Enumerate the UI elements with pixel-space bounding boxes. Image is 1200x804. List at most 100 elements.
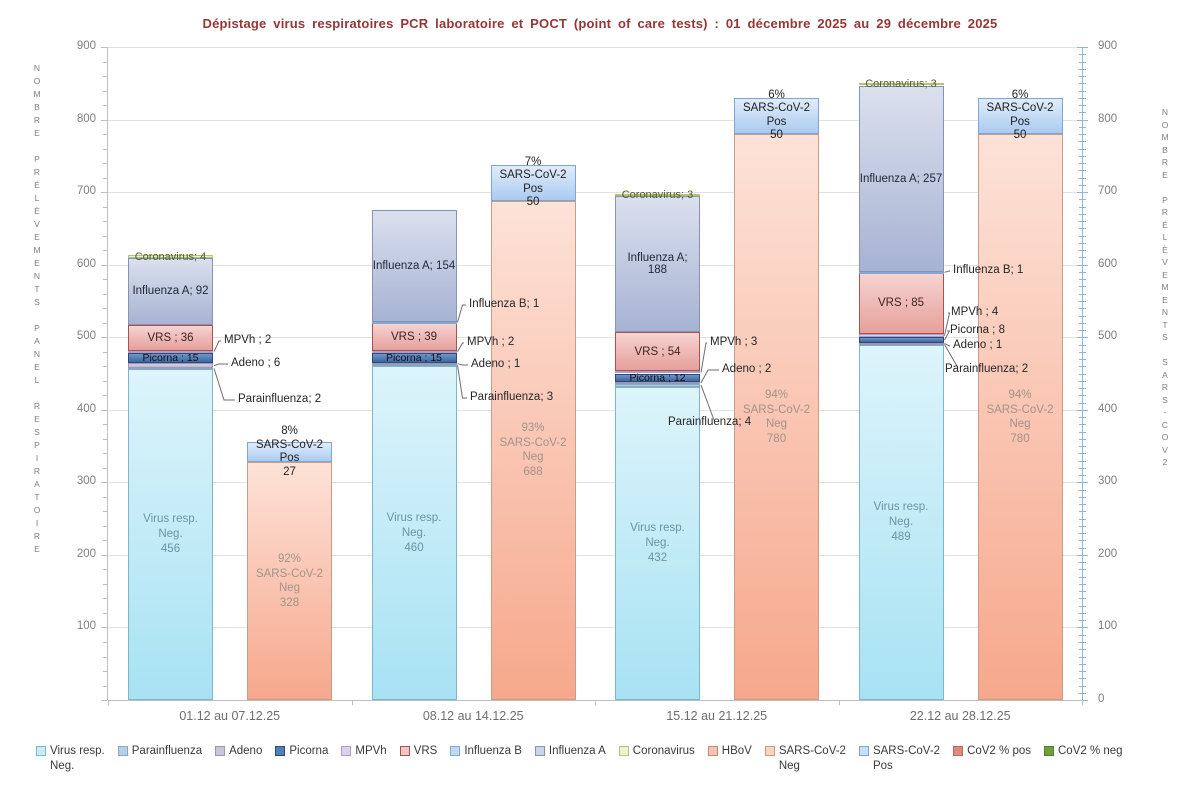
bar-label-picorna: Picorna ; 12: [629, 371, 686, 384]
right-axis-tick: [1078, 525, 1086, 527]
right-axis-tick: [1078, 685, 1086, 687]
left-axis-tick: [103, 351, 107, 353]
bar-label-sars-pos: 7% SARS-CoV-2 Pos 50: [499, 155, 567, 209]
bar-label-influenza-a: Influenza A; 257: [859, 172, 943, 185]
left-axis-tick: [103, 525, 107, 527]
bar-label-coronavirus: Coronavirus; 4: [134, 250, 207, 263]
bar-label-influenza-a: Influenza A; 188: [627, 251, 688, 276]
left-axis-tick: [101, 192, 107, 194]
left-axis-tick: [103, 642, 107, 643]
bar-segment-virus_neg: [128, 369, 213, 700]
bar-label-influenza-a: Influenza A; 92: [132, 285, 209, 298]
left-axis-tick-label: 500: [76, 330, 96, 343]
leader-line: [213, 368, 235, 401]
leader-line: [457, 365, 467, 399]
legend-item-hbov: HBoV: [707, 744, 752, 759]
bar-segment-virus_neg: [371, 366, 457, 700]
legend-item-picorna: Picorna: [275, 744, 328, 759]
bar-segment-vrs: [371, 322, 457, 351]
leader-line: [213, 363, 228, 366]
right-axis-tick: [1078, 598, 1086, 600]
left-axis-tick: [103, 612, 107, 614]
right-axis-tick: [1078, 583, 1086, 585]
right-axis-tick: [1078, 446, 1086, 448]
right-axis-tick: [1078, 61, 1086, 63]
right-axis-tick: [1078, 330, 1086, 331]
leader-line: [944, 342, 950, 347]
right-axis-tick: [1078, 438, 1086, 440]
gridline: [108, 47, 1082, 48]
right-axis-tick: [1078, 591, 1086, 593]
bar-label-sars-pos: 6% SARS-CoV-2 Pos 50: [986, 88, 1054, 142]
right-axis-tick: [1078, 453, 1086, 455]
bar-label-virus-neg: Virus resp. Neg. 456: [143, 513, 198, 556]
legend-item-cov2_pct_pos: CoV2 % pos: [953, 744, 1031, 759]
left-axis-tick: [101, 627, 107, 629]
callout-label-parainfluenza: Parainfluenza; 3: [470, 391, 554, 403]
left-axis-tick: [103, 279, 107, 281]
left-axis-tick-label: 200: [76, 547, 96, 560]
right-axis-tick: [1078, 402, 1086, 404]
right-axis-tick: [1078, 286, 1086, 288]
x-axis-category-label: 15.12 au 21.12.25: [666, 709, 768, 723]
bar-segment-influenza_b: [858, 271, 944, 274]
bar-segment-sars-pos: [490, 164, 576, 201]
right-axis-tick: [1078, 496, 1086, 498]
right-axis-tick: [1078, 148, 1086, 150]
right-axis-tick: [1078, 663, 1086, 665]
legend-label: Virus resp. Neg.: [50, 745, 105, 772]
bar-segment-virus_neg: [858, 345, 944, 700]
left-axis-tick: [103, 308, 107, 310]
bar-segment-picorna: [615, 373, 700, 383]
left-axis-tick: [101, 47, 107, 48]
legend-item-adeno: Adeno: [215, 744, 262, 759]
bar-label-vrs: VRS ; 39: [390, 330, 438, 343]
left-axis-tick: [101, 482, 107, 484]
bar-segment-coronavirus: [615, 193, 700, 196]
callout-label-influenza_b: Influenza B; 1: [953, 264, 1024, 276]
bar-label-sars-neg: 92% SARS-CoV-2 Neg 328: [255, 553, 324, 609]
right-axis-tick: [1078, 199, 1086, 201]
bar-segment-sars-pos: [977, 97, 1063, 135]
left-axis-tick: [103, 90, 107, 92]
left-axis-tick: [103, 671, 107, 672]
bar-segment-influenza_a: [858, 85, 944, 272]
right-axis-tick: [1078, 271, 1086, 273]
right-axis-tick-label: 0: [1098, 693, 1105, 705]
left-axis-tick: [103, 134, 107, 136]
right-axis-tick-label: 300: [1098, 475, 1118, 488]
right-axis-tick: [1078, 184, 1086, 186]
gridline: [108, 337, 1082, 339]
callout-label-adeno: Adeno ; 1: [953, 339, 1003, 351]
legend-swatch-parainfluenza: [117, 746, 128, 756]
bar-label-influenza-a: Influenza A; 154: [372, 260, 456, 273]
callout-label-adeno: Adeno ; 1: [471, 358, 521, 370]
left-axis-tick-label: 600: [76, 257, 96, 270]
bar-label-sars-neg: 93% SARS-CoV-2 Neg 688: [499, 422, 567, 478]
bar-segment-sars-neg: [247, 462, 332, 700]
left-axis-tick: [103, 583, 107, 585]
right-axis-tick: [1078, 431, 1086, 433]
bar-segment-mpvh: [128, 351, 213, 353]
bar-segment-coronavirus: [858, 83, 944, 86]
bar-label-sars-pos: 8% SARS-CoV-2 Pos 27: [255, 425, 324, 478]
left-axis-tick-label: 900: [76, 40, 96, 52]
callout-label-adeno: Adeno ; 2: [722, 363, 772, 375]
legend-item-influenza_b: Influenza B: [450, 744, 522, 759]
left-axis-tick: [103, 569, 107, 571]
right-axis-tick: [1076, 627, 1088, 629]
right-axis-tick: [1078, 308, 1086, 310]
callout-label-mpvh: MPVh ; 2: [224, 334, 272, 346]
bar-segment-sars-pos: [734, 97, 819, 135]
right-axis-tick: [1078, 322, 1086, 324]
legend-item-coronavirus: Coronavirus: [618, 744, 695, 759]
left-axis-tick: [101, 554, 107, 556]
right-axis-tick: [1076, 554, 1088, 556]
left-axis-tick: [101, 119, 107, 121]
legend-item-influenza_a: Influenza A: [534, 744, 606, 759]
right-axis-tick: [1078, 547, 1086, 549]
bar-segment-influenza_a: [371, 210, 457, 322]
left-axis-tick: [103, 235, 107, 237]
right-axis-tick-label: 700: [1098, 185, 1118, 198]
